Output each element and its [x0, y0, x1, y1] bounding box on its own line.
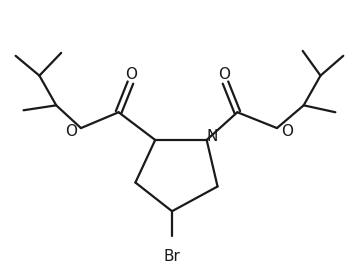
Text: O: O [218, 67, 230, 82]
Text: Br: Br [164, 249, 180, 264]
Text: O: O [281, 124, 293, 139]
Text: N: N [207, 129, 218, 144]
Text: O: O [65, 124, 77, 139]
Text: O: O [125, 67, 138, 82]
